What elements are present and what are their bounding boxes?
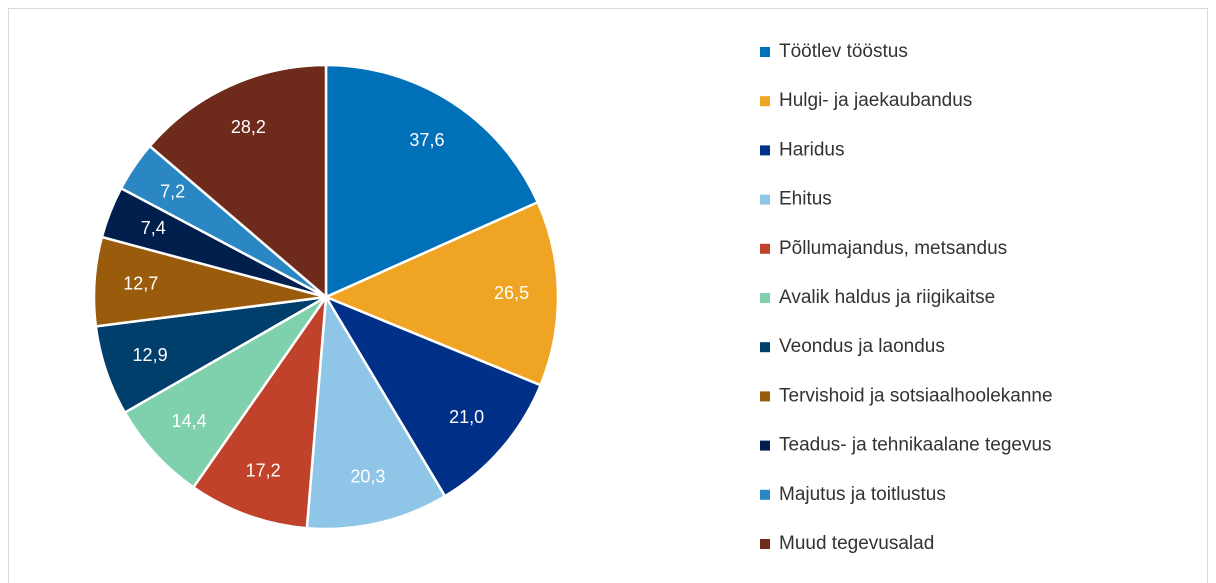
legend-marker [760, 539, 770, 549]
legend-marker [760, 194, 770, 205]
legend-marker [760, 243, 770, 254]
legend-label: Teadus- ja tehnikaalane tegevus [779, 435, 1052, 456]
legend-label: Muud tegevusalad [779, 533, 934, 554]
pie-slice [191, 292, 328, 530]
data-label: 37,6 [409, 130, 444, 150]
legend-label: Avalik haldus ja riigikaitse [779, 287, 995, 308]
data-label: 12,9 [133, 345, 168, 365]
legend-marker [760, 489, 770, 500]
legend-label: Hulgi- ja jaekaubandus [779, 90, 972, 111]
legend-label: Põllumajandus, metsandus [779, 238, 1007, 259]
data-label: 7,4 [141, 218, 166, 238]
legend-marker [760, 96, 770, 107]
legend-label: Töötlev tööstus [779, 41, 908, 62]
chart-border [8, 8, 1208, 583]
pie-slice [305, 293, 447, 531]
legend-label: Tervishoid ja sotsiaalhoolekanne [779, 385, 1053, 406]
data-label: 12,7 [123, 273, 158, 293]
legend-label: Haridus [779, 139, 844, 160]
legend-marker [760, 342, 770, 353]
data-label: 28,2 [231, 117, 266, 137]
pie-slice [148, 63, 328, 300]
pie-slice [324, 63, 540, 299]
pie-slice [322, 200, 560, 387]
legend-label: Ehitus [779, 189, 832, 210]
data-label: 17,2 [246, 460, 281, 480]
data-label: 20,3 [350, 467, 385, 487]
pie-slice [123, 295, 328, 490]
legend-marker [760, 391, 770, 402]
data-label: 7,2 [160, 181, 185, 201]
data-label: 26,5 [494, 283, 529, 303]
legend-label: Veondus ja laondus [779, 336, 945, 357]
legend-marker [760, 293, 770, 303]
legend-label: Majutus ja toitlustus [779, 484, 946, 505]
data-label: 14,4 [172, 411, 207, 431]
legend-marker [760, 440, 770, 451]
legend-marker [760, 145, 770, 156]
data-label: 21,0 [449, 407, 484, 427]
pie-slice [323, 294, 543, 498]
legend-marker [760, 47, 770, 57]
